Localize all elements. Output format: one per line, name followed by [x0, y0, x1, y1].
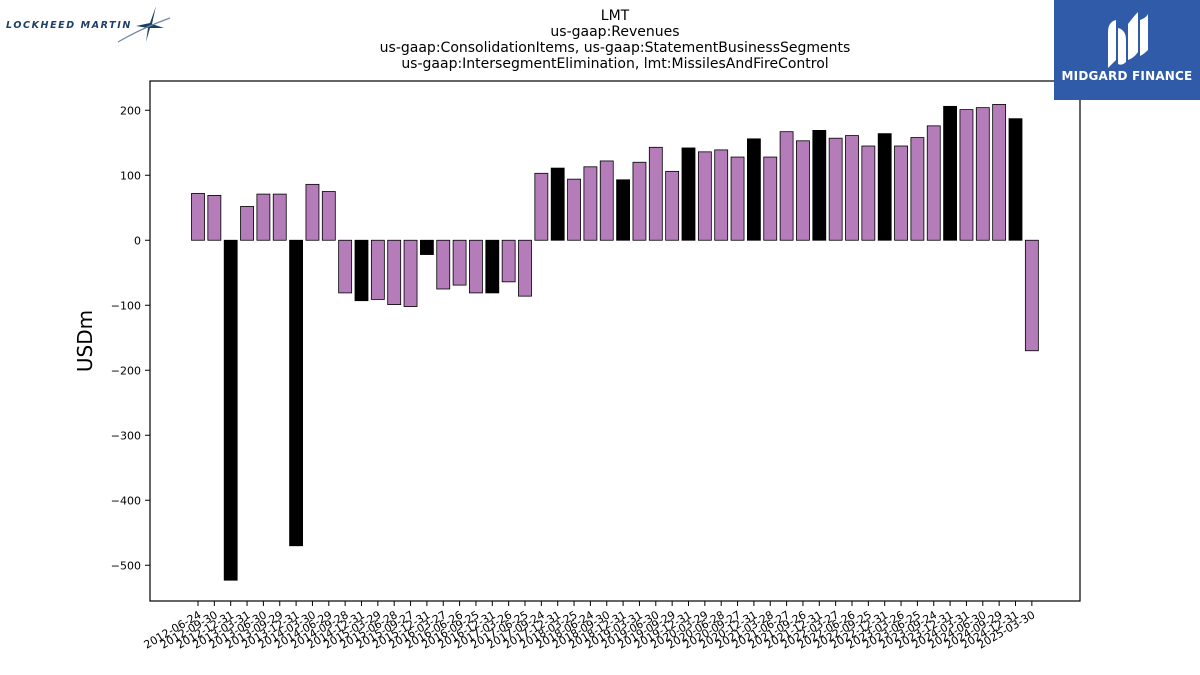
bar-2015-09-27	[403, 239, 418, 307]
bar-2025-03-30	[1024, 239, 1039, 352]
title-line-2: us-gaap:Revenues	[550, 24, 679, 40]
title-line-3: us-gaap:ConsolidationItems, us-gaap:Stat…	[380, 40, 851, 56]
y-axis: 200 100 0 −100 −200 −300 −400 −500	[111, 104, 150, 572]
bar-2020-09-27	[730, 156, 745, 241]
bar-2016-09-25	[469, 239, 483, 294]
bar-2024-06-30	[975, 107, 990, 241]
bar-2017-09-24	[534, 172, 549, 241]
bar-2021-12-31	[812, 129, 827, 241]
bar-2021-09-26	[796, 140, 810, 241]
bar-2023-06-25	[910, 137, 925, 241]
bar-2019-12-31	[681, 147, 696, 241]
bar-2014-09-28	[338, 239, 353, 294]
bar-2013-03-31	[240, 206, 254, 241]
bar-2016-06-26	[452, 239, 467, 286]
title-line-4: us-gaap:IntersegmentElimination, lmt:Mis…	[401, 56, 828, 72]
bar-2024-09-29	[992, 104, 1007, 241]
bar-2016-12-31	[485, 239, 500, 294]
bar-2012-12-31	[223, 239, 238, 581]
lockheed-martin-logo: LOCKHEED MARTIN	[4, 4, 174, 44]
bars-group	[191, 104, 1039, 581]
bar-2014-06-29	[321, 191, 336, 241]
bar-2017-03-26	[501, 239, 516, 283]
bar-2024-03-31	[959, 109, 974, 241]
midgard-finance-wordmark: MIDGARD FINANCE	[1061, 69, 1193, 83]
bar-2016-03-27	[436, 239, 451, 290]
plot-frame	[149, 80, 1081, 602]
midgard-finance-logo: MIDGARD FINANCE	[1054, 0, 1200, 100]
y-tick-label: 0	[134, 234, 141, 247]
bar-2024-12-31	[1008, 118, 1023, 241]
y-tick-label: −500	[111, 559, 141, 572]
bar-2020-03-29	[697, 151, 712, 241]
bar-2022-09-25	[861, 145, 876, 241]
bar-2015-12-31	[419, 239, 434, 255]
bar-2013-06-30	[256, 193, 271, 241]
bar-2023-03-26	[894, 145, 908, 241]
bar-2013-09-29	[272, 193, 287, 241]
bar-2022-12-31	[877, 133, 892, 241]
bar-2018-09-30	[599, 160, 614, 241]
bar-2018-03-25	[567, 178, 581, 241]
bar-2023-12-31	[943, 105, 957, 241]
y-tick-label: 200	[120, 104, 141, 117]
bar-2020-06-28	[714, 149, 729, 241]
y-tick-label: 100	[120, 169, 141, 182]
y-tick-label: −100	[111, 299, 141, 312]
bar-2014-12-31	[354, 239, 369, 302]
y-tick-label: −300	[111, 429, 141, 442]
y-tick-label: −400	[111, 494, 141, 507]
title-line-1: LMT	[601, 8, 630, 24]
bar-2022-03-27	[828, 137, 843, 241]
bar-2012-06-24	[191, 193, 205, 241]
bar-2019-03-31	[632, 161, 647, 241]
bar-2023-09-24	[926, 125, 941, 241]
bar-2022-06-26	[845, 135, 859, 241]
bar-2017-12-31	[550, 167, 565, 241]
bar-2020-12-31	[747, 138, 761, 241]
chart-title: LMT us-gaap:Revenues us-gaap:Consolidati…	[380, 8, 851, 72]
bar-2019-09-29	[665, 170, 680, 241]
bar-2021-06-27	[779, 131, 794, 241]
bar-2012-09-30	[207, 194, 222, 241]
star-swoosh-icon	[117, 6, 171, 43]
midgard-monogram-icon	[1108, 12, 1148, 68]
bar-2015-03-29	[370, 239, 385, 300]
x-axis: 2012-06-242012-09-302012-12-312013-03-31…	[142, 601, 1037, 652]
bar-2019-06-30	[648, 146, 663, 241]
y-axis-label: USDm	[73, 310, 97, 372]
bar-2018-06-24	[583, 166, 598, 241]
bar-2014-03-30	[305, 183, 320, 241]
bar-2015-06-28	[387, 239, 402, 305]
bar-2017-06-25	[518, 239, 532, 297]
bar-2018-12-31	[616, 179, 630, 241]
bar-2021-03-28	[763, 156, 778, 241]
bar-2013-12-31	[289, 239, 304, 547]
y-tick-label: −200	[111, 364, 141, 377]
lockheed-martin-wordmark: LOCKHEED MARTIN	[6, 20, 132, 31]
